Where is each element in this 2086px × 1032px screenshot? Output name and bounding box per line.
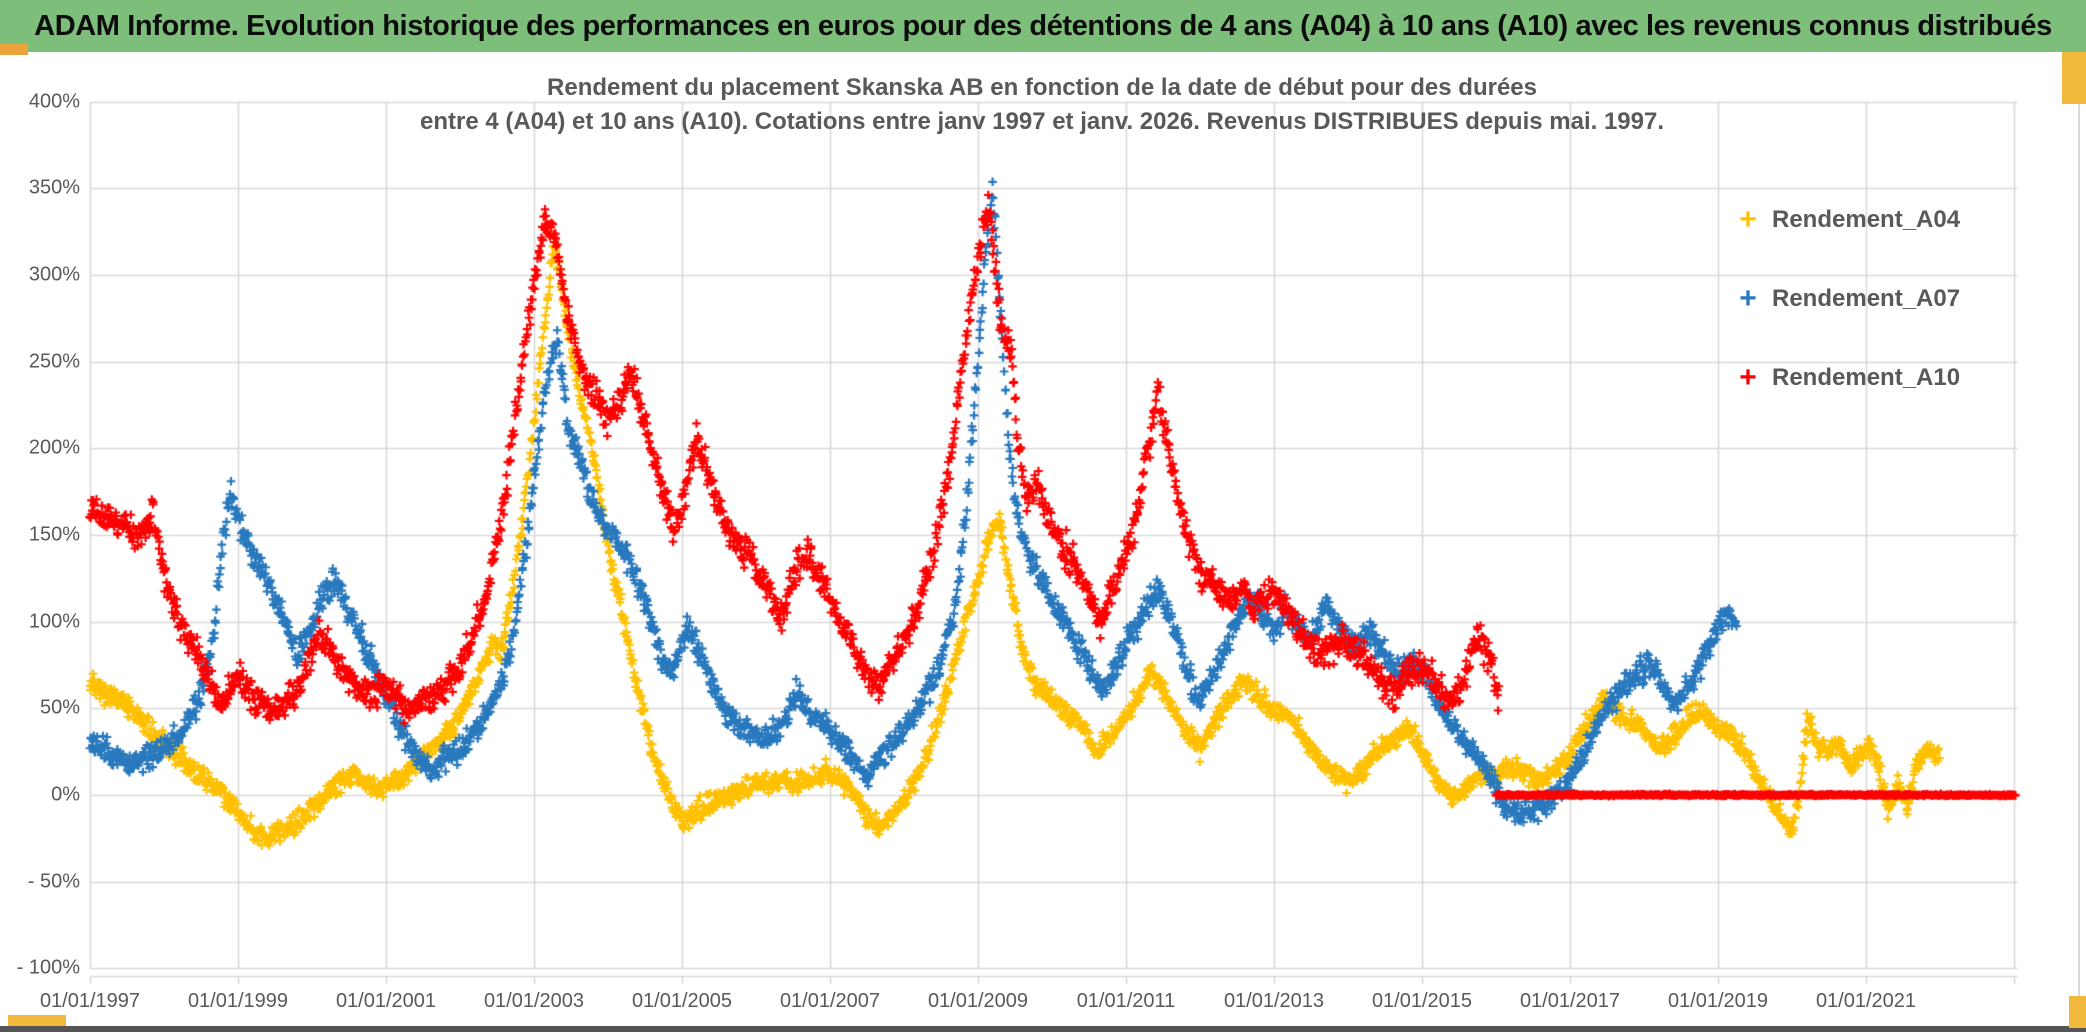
x-tick-label: 01/01/2021 [1815,990,1917,1012]
x-tick-label: 01/01/2003 [483,990,585,1012]
header-bar: ADAM Informe. Evolution historique des p… [0,0,2086,52]
chart-legend: + Rendement_A04 + Rendement_A07 + Rendem… [1736,196,1960,433]
x-tick-label: 01/01/2007 [779,990,881,1012]
corner-accent-bottom-left [8,1015,66,1026]
y-tick-label: 100% [28,610,80,633]
y-tick-label: - 50% [27,870,80,893]
corner-accent-bottom-right [2069,996,2086,1028]
x-tick-label: 01/01/2017 [1519,990,1621,1012]
legend-item-rendement-a04[interactable]: + Rendement_A04 [1736,196,1960,244]
legend-item-rendement-a07[interactable]: + Rendement_A07 [1736,275,1960,323]
y-tick-label: 300% [28,263,80,286]
x-tick-label: 01/01/1997 [39,990,141,1012]
x-tick-label: 01/01/2009 [927,990,1029,1012]
legend-label: Rendement_A04 [1772,206,1961,233]
y-tick-label: 200% [28,436,80,459]
chart-title-line2: entre 4 (A04) et 10 ans (A10). Cotations… [419,108,1665,135]
x-tick-label: 01/01/2015 [1371,990,1473,1012]
x-tick-label: 01/01/1999 [187,990,289,1012]
y-tick-label: - 100% [16,956,80,979]
y-tick-label: 0% [51,783,80,806]
plus-marker-icon: + [1739,361,1757,394]
corner-accent-top-right [2062,52,2086,104]
y-tick-label: 250% [28,350,80,373]
legend-item-rendement-a10[interactable]: + Rendement_A10 [1736,354,1960,402]
plus-marker-icon: + [1739,282,1757,315]
corner-accent-top-left [0,44,28,55]
legend-label: Rendement_A07 [1772,285,1961,312]
y-tick-label: 400% [28,90,80,113]
y-tick-label: 150% [28,523,80,546]
bottom-border-strip [0,1026,2086,1032]
legend-label: Rendement_A10 [1772,364,1961,391]
y-tick-label: 50% [39,696,80,719]
x-tick-label: 01/01/2013 [1223,990,1325,1012]
y-tick-label: 350% [28,176,80,199]
x-tick-label: 01/01/2019 [1667,990,1769,1012]
plus-marker-icon: + [1739,203,1757,236]
chart-title-line1: Rendement du placement Skanska AB en fon… [547,74,1537,101]
x-tick-label: 01/01/2011 [1076,990,1176,1012]
x-tick-label: 01/01/2001 [335,990,437,1012]
page-title: ADAM Informe. Evolution historique des p… [34,9,2052,42]
x-tick-label: 01/01/2005 [631,990,733,1012]
